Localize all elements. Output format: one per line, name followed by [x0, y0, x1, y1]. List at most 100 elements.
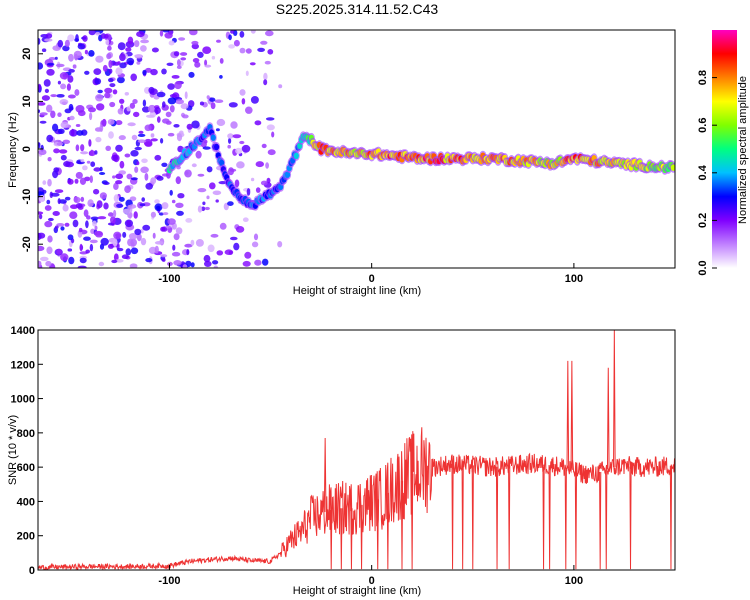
noise-blob [54, 56, 58, 60]
noise-blob [210, 102, 216, 110]
noise-blob [262, 258, 269, 266]
noise-blob [113, 209, 117, 218]
noise-blob [267, 149, 276, 156]
noise-blob [50, 110, 56, 119]
noise-blob [96, 103, 105, 111]
noise-blob [125, 248, 132, 256]
snr-dip [542, 464, 545, 570]
noise-blob [156, 91, 166, 98]
noise-blob [144, 173, 149, 181]
noise-blob [110, 216, 116, 224]
noise-blob [233, 39, 240, 47]
noise-blob [152, 232, 156, 239]
noise-blob [175, 202, 184, 208]
noise-blob [67, 178, 74, 185]
noise-blob [245, 106, 253, 114]
noise-blob [60, 83, 67, 90]
noise-blob [38, 211, 44, 215]
noise-blob [162, 30, 170, 33]
noise-blob [176, 133, 183, 142]
y-tick-label: 20 [21, 48, 33, 60]
noise-blob [209, 182, 216, 190]
noise-blob [113, 194, 120, 203]
noise-blob [203, 254, 211, 263]
noise-blob [109, 101, 116, 108]
y-tick-label: -10 [21, 189, 33, 205]
x-tick-label: -100 [158, 273, 180, 285]
noise-blob [42, 180, 47, 185]
noise-blob [134, 228, 142, 236]
noise-blob [105, 145, 111, 151]
noise-blob [119, 160, 125, 169]
noise-blob [113, 182, 119, 190]
noise-blob [82, 165, 88, 171]
noise-blob [180, 57, 187, 61]
noise-blob [62, 139, 71, 144]
noise-blob [99, 166, 103, 172]
ridge-cell [293, 152, 299, 159]
noise-blob [130, 150, 139, 157]
noise-blob [142, 99, 147, 107]
noise-blob [64, 222, 70, 227]
noise-blob [242, 260, 251, 267]
noise-blob [115, 144, 123, 152]
noise-blob [56, 223, 65, 227]
snr-spike [570, 360, 574, 470]
noise-blob [67, 75, 74, 83]
noise-blob [108, 60, 113, 68]
noise-blob [188, 71, 195, 78]
noise-blob [60, 154, 67, 161]
noise-blob [46, 134, 54, 143]
snr-dip [574, 471, 578, 570]
noise-blob [89, 175, 94, 183]
noise-blob [130, 73, 137, 82]
colorbar-ticks: 0.0 0.2 0.4 0.6 0.8 [697, 70, 717, 276]
snr-dip [599, 471, 602, 570]
noise-blob [117, 61, 121, 65]
noise-blob [245, 48, 252, 54]
noise-blob [68, 256, 75, 265]
noise-blob [50, 94, 57, 98]
noise-blob [161, 162, 168, 167]
noise-blob [265, 117, 275, 121]
noise-blob [99, 192, 107, 200]
noise-blob [70, 204, 78, 209]
noise-blob [129, 196, 137, 202]
noise-blob [148, 86, 155, 94]
noise-blob [66, 83, 71, 91]
y-tick-label: 1400 [11, 325, 35, 337]
noise-blob [47, 62, 55, 66]
noise-blob [167, 132, 175, 137]
noise-blob [250, 96, 259, 104]
noise-blob [173, 124, 180, 128]
noise-blob [141, 197, 145, 202]
noise-blob [59, 72, 69, 80]
noise-blob [88, 50, 95, 57]
noise-blob [246, 188, 251, 196]
noise-blob [60, 121, 69, 129]
noise-blob [130, 247, 139, 255]
noise-blob [80, 196, 85, 202]
noise-blob [171, 75, 180, 79]
noise-blob [144, 124, 152, 132]
noise-blob [92, 220, 97, 227]
snr-dip [564, 467, 567, 570]
noise-blob [204, 64, 212, 68]
noise-blob [227, 201, 234, 207]
noise-blob [104, 87, 113, 94]
noise-blob [127, 36, 134, 45]
noise-blob [265, 162, 269, 169]
noise-blob [108, 131, 114, 139]
noise-blob [52, 211, 60, 216]
noise-blob [257, 47, 265, 53]
noise-blob [80, 151, 89, 155]
noise-blob [184, 169, 192, 178]
spectrogram-xlabel: Height of straight line (km) [293, 285, 421, 297]
noise-blob [150, 177, 157, 185]
noise-blob [224, 249, 234, 255]
noise-blob [216, 118, 226, 127]
noise-blob [69, 115, 75, 121]
noise-blob [57, 112, 62, 117]
